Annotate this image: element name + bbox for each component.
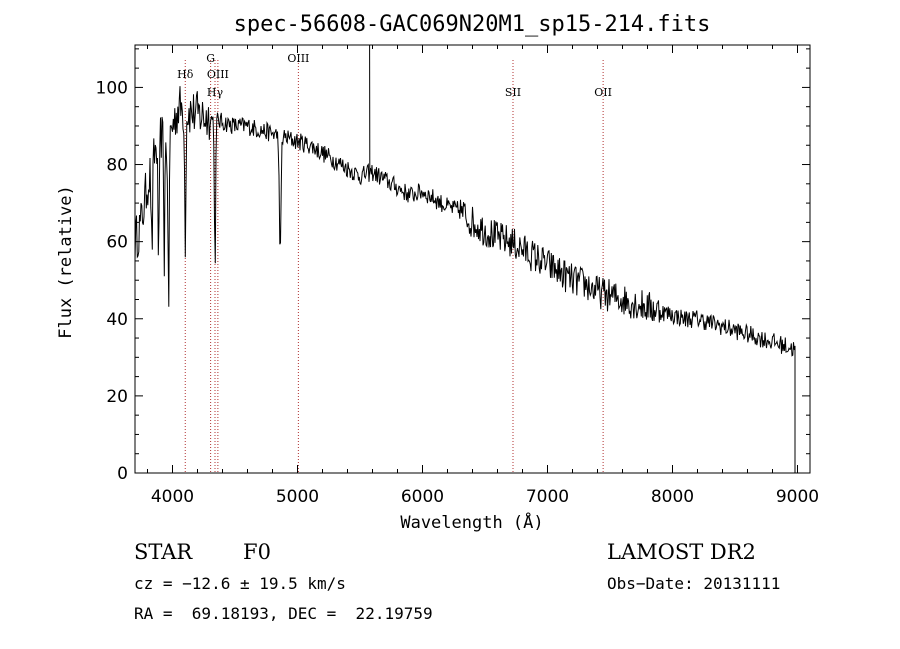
- x-axis-label: Wavelength (Å): [400, 511, 543, 533]
- line-marker-label: OIII: [287, 52, 309, 65]
- y-tick-label: 80: [106, 156, 128, 176]
- x-tick-label: 7000: [526, 487, 569, 507]
- chart-title: spec-56608-GAC069N20M1_sp15-214.fits: [234, 12, 711, 37]
- plot-frame: [134, 44, 811, 474]
- redshift-cz: cz = −12.6 ± 19.5 km/s: [134, 574, 346, 593]
- spectral-line-markers: Hδ G Hγ OIII OIII SII OII: [177, 52, 612, 473]
- y-axis-label: Flux (relative): [56, 185, 76, 339]
- line-marker-label: Hδ: [177, 68, 194, 81]
- ra-dec: RA = 69.18193, DEC = 22.19759: [134, 604, 433, 623]
- line-marker-label: OII: [594, 86, 612, 99]
- y-tick-label: 40: [106, 310, 128, 330]
- y-tick-label: 20: [106, 387, 128, 407]
- line-marker-label: G: [206, 52, 215, 65]
- x-tick-label: 6000: [401, 487, 444, 507]
- subclass: F0: [243, 540, 271, 564]
- x-tick-label: 5000: [276, 487, 319, 507]
- observation-date: Obs−Date: 20131111: [607, 574, 781, 593]
- x-tick-label: 4000: [151, 487, 194, 507]
- x-tick-label: 8000: [651, 487, 694, 507]
- y-tick-label: 60: [106, 233, 128, 253]
- object-class: STAR: [134, 540, 193, 564]
- y-tick-label: 0: [117, 464, 128, 484]
- y-tick-label: 100: [96, 78, 128, 98]
- line-marker-label: OIII: [207, 68, 229, 81]
- line-marker-label: Hγ: [207, 86, 224, 99]
- x-tick-label: 9000: [776, 487, 819, 507]
- axis-ticks: 4000 5000 6000 7000 8000 9000 0 20 40 60 80 100: [96, 45, 819, 507]
- survey-name: LAMOST DR2: [607, 540, 756, 564]
- spectrum-line: [134, 44, 796, 473]
- line-marker-label: SII: [505, 86, 521, 99]
